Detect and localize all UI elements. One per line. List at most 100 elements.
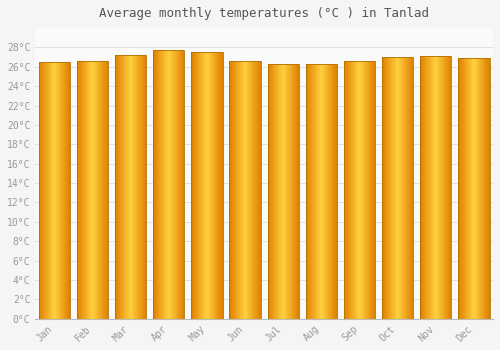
Bar xyxy=(323,64,324,319)
Bar xyxy=(411,57,412,318)
Bar xyxy=(219,52,220,318)
Bar xyxy=(369,61,370,318)
Bar xyxy=(294,64,295,319)
Bar xyxy=(213,52,214,318)
Bar xyxy=(116,55,117,318)
Bar xyxy=(230,61,231,318)
Bar xyxy=(445,56,446,318)
Bar xyxy=(276,64,277,319)
Bar xyxy=(317,64,318,319)
Bar xyxy=(63,62,64,318)
Bar xyxy=(363,61,364,318)
Bar xyxy=(327,64,328,319)
Bar xyxy=(352,61,353,318)
Bar xyxy=(306,64,337,319)
Bar xyxy=(277,64,278,319)
Bar xyxy=(214,52,215,318)
Bar xyxy=(308,64,309,319)
Bar xyxy=(344,61,345,318)
Bar xyxy=(278,64,279,319)
Bar xyxy=(206,52,207,318)
Bar xyxy=(384,57,385,318)
Bar xyxy=(69,62,70,318)
Bar xyxy=(118,55,119,318)
Bar xyxy=(335,64,336,319)
Bar xyxy=(210,52,211,318)
Bar xyxy=(334,64,335,319)
Bar xyxy=(58,62,59,318)
Bar xyxy=(131,55,132,318)
Bar xyxy=(466,58,467,318)
Bar xyxy=(433,56,434,318)
Bar xyxy=(181,50,182,318)
Bar xyxy=(489,58,490,318)
Bar xyxy=(252,61,253,318)
Bar xyxy=(435,56,436,318)
Bar xyxy=(218,52,219,318)
Bar xyxy=(359,61,360,318)
Bar xyxy=(199,52,200,318)
Bar xyxy=(197,52,198,318)
Bar xyxy=(347,61,348,318)
Bar xyxy=(298,64,299,319)
Bar xyxy=(279,64,280,319)
Bar xyxy=(234,61,235,318)
Bar xyxy=(221,52,222,318)
Bar xyxy=(296,64,297,319)
Bar xyxy=(409,57,410,318)
Bar xyxy=(250,61,251,318)
Bar xyxy=(372,61,373,318)
Bar xyxy=(446,56,447,318)
Bar xyxy=(458,58,490,318)
Bar xyxy=(437,56,438,318)
Bar xyxy=(142,55,143,318)
Bar xyxy=(48,62,49,318)
Bar xyxy=(440,56,441,318)
Bar xyxy=(162,50,163,318)
Bar xyxy=(464,58,465,318)
Bar xyxy=(295,64,296,319)
Bar xyxy=(391,57,392,318)
Bar xyxy=(79,61,80,318)
Bar xyxy=(473,58,474,318)
Bar xyxy=(182,50,183,318)
Bar xyxy=(204,52,205,318)
Bar xyxy=(449,56,450,318)
Bar xyxy=(293,64,294,319)
Bar xyxy=(422,56,423,318)
Bar xyxy=(284,64,285,319)
Bar xyxy=(169,50,170,318)
Bar xyxy=(171,50,172,318)
Bar xyxy=(459,58,460,318)
Bar xyxy=(274,64,275,319)
Bar xyxy=(243,61,244,318)
Bar xyxy=(121,55,122,318)
Bar xyxy=(40,62,41,318)
Bar xyxy=(420,56,421,318)
Bar xyxy=(420,56,452,318)
Bar xyxy=(43,62,44,318)
Bar xyxy=(139,55,140,318)
Bar xyxy=(463,58,464,318)
Bar xyxy=(331,64,332,319)
Bar xyxy=(386,57,388,318)
Bar xyxy=(168,50,169,318)
Bar xyxy=(66,62,67,318)
Bar xyxy=(159,50,160,318)
Bar xyxy=(253,61,254,318)
Bar xyxy=(486,58,487,318)
Bar xyxy=(451,56,452,318)
Bar xyxy=(309,64,310,319)
Bar xyxy=(444,56,445,318)
Bar xyxy=(125,55,126,318)
Bar xyxy=(47,62,48,318)
Bar xyxy=(402,57,403,318)
Bar xyxy=(474,58,475,318)
Bar xyxy=(68,62,69,318)
Bar xyxy=(180,50,181,318)
Bar xyxy=(192,52,193,318)
Bar xyxy=(133,55,134,318)
Bar xyxy=(98,61,99,318)
Bar xyxy=(172,50,173,318)
Bar xyxy=(355,61,356,318)
